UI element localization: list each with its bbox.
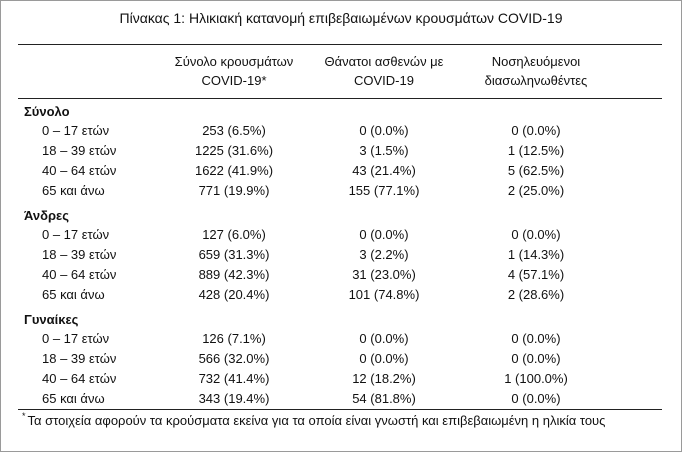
- table-row: 40 – 64 ετών 889 (42.3%) 31 (23.0%) 4 (5…: [0, 265, 682, 285]
- header-cases-line2: COVID-19*: [201, 73, 267, 88]
- hospitalized-cell: 1 (14.3%): [507, 247, 565, 262]
- age-cell: 65 και άνω: [42, 287, 105, 302]
- header-deaths-line2: COVID-19: [354, 73, 414, 88]
- cases-cell: 126 (7.1%): [202, 331, 266, 346]
- header-hospitalized-line1: Νοσηλευόμενοι: [491, 54, 581, 69]
- footnote-text: Τα στοιχεία αφορούν τα κρούσματα εκείνα …: [27, 413, 606, 428]
- hospitalized-cell: 5 (62.5%): [507, 163, 565, 178]
- cases-cell: 889 (42.3%): [198, 267, 270, 282]
- table-row: 18 – 39 ετών 566 (32.0%) 0 (0.0%) 0 (0.0…: [0, 349, 682, 369]
- hospitalized-cell: 2 (25.0%): [507, 183, 565, 198]
- cases-cell: 732 (41.4%): [198, 371, 270, 386]
- table-row: 18 – 39 ετών 659 (31.3%) 3 (2.2%) 1 (14.…: [0, 245, 682, 265]
- header-cases: Σύνολο κρουσμάτων COVID-19*: [170, 52, 298, 90]
- age-cell: 18 – 39 ετών: [42, 351, 117, 366]
- table-row: 65 και άνω 771 (19.9%) 155 (77.1%) 2 (25…: [0, 181, 682, 201]
- deaths-cell: 0 (0.0%): [359, 227, 409, 242]
- age-cell: 0 – 17 ετών: [42, 227, 110, 242]
- deaths-cell: 43 (21.4%): [352, 163, 416, 178]
- header-hospitalized-line2: διασωληνωθέντες: [484, 73, 588, 88]
- hospitalized-cell: 2 (28.6%): [507, 287, 565, 302]
- hospitalized-cell: 1 (12.5%): [507, 143, 565, 158]
- cases-cell: 428 (20.4%): [198, 287, 270, 302]
- table-row: 18 – 39 ετών 1225 (31.6%) 3 (1.5%) 1 (12…: [0, 141, 682, 161]
- top-rule: [18, 44, 662, 45]
- cases-cell: 659 (31.3%): [198, 247, 270, 262]
- header-deaths-line1: Θάνατοι ασθενών με: [324, 54, 444, 69]
- bottom-rule: [18, 409, 662, 410]
- table-row: 40 – 64 ετών 1622 (41.9%) 43 (21.4%) 5 (…: [0, 161, 682, 181]
- age-cell: 65 και άνω: [42, 391, 105, 406]
- cases-cell: 343 (19.4%): [198, 391, 270, 406]
- header-rule: [18, 98, 662, 99]
- age-cell: 0 – 17 ετών: [42, 123, 110, 138]
- table-row: 0 – 17 ετών 253 (6.5%) 0 (0.0%) 0 (0.0%): [0, 121, 682, 141]
- header-deaths: Θάνατοι ασθενών με COVID-19: [318, 52, 450, 90]
- table-row: 65 και άνω 428 (20.4%) 101 (74.8%) 2 (28…: [0, 285, 682, 305]
- age-cell: 40 – 64 ετών: [42, 267, 117, 282]
- age-cell: 40 – 64 ετών: [42, 371, 117, 386]
- section-title-total: Σύνολο: [24, 104, 70, 119]
- hospitalized-cell: 4 (57.1%): [507, 267, 565, 282]
- table-row: 0 – 17 ετών 127 (6.0%) 0 (0.0%) 0 (0.0%): [0, 225, 682, 245]
- deaths-cell: 31 (23.0%): [352, 267, 416, 282]
- deaths-cell: 12 (18.2%): [352, 371, 416, 386]
- section-title-women: Γυναίκες: [24, 312, 79, 327]
- section-title-men: Άνδρες: [24, 208, 69, 223]
- deaths-cell: 101 (74.8%): [348, 287, 420, 302]
- hospitalized-cell: 0 (0.0%): [511, 123, 561, 138]
- hospitalized-cell: 0 (0.0%): [511, 351, 561, 366]
- hospitalized-cell: 0 (0.0%): [511, 331, 561, 346]
- age-cell: 18 – 39 ετών: [42, 143, 117, 158]
- deaths-cell: 54 (81.8%): [352, 391, 416, 406]
- cases-cell: 253 (6.5%): [202, 123, 266, 138]
- deaths-cell: 3 (2.2%): [359, 247, 409, 262]
- hospitalized-cell: 0 (0.0%): [511, 391, 561, 406]
- deaths-cell: 0 (0.0%): [359, 331, 409, 346]
- header-hospitalized: Νοσηλευόμενοι διασωληνωθέντες: [470, 52, 602, 90]
- hospitalized-cell: 0 (0.0%): [511, 227, 561, 242]
- deaths-cell: 0 (0.0%): [359, 351, 409, 366]
- cases-cell: 566 (32.0%): [198, 351, 270, 366]
- footnote: * Τα στοιχεία αφορούν τα κρούσματα εκείνα…: [22, 411, 606, 428]
- header-cases-line1: Σύνολο κρουσμάτων: [174, 54, 294, 69]
- age-cell: 40 – 64 ετών: [42, 163, 117, 178]
- age-cell: 18 – 39 ετών: [42, 247, 117, 262]
- deaths-cell: 0 (0.0%): [359, 123, 409, 138]
- deaths-cell: 3 (1.5%): [359, 143, 409, 158]
- table-row: 0 – 17 ετών 126 (7.1%) 0 (0.0%) 0 (0.0%): [0, 329, 682, 349]
- footnote-marker: *: [22, 411, 26, 421]
- cases-cell: 127 (6.0%): [202, 227, 266, 242]
- cases-cell: 771 (19.9%): [198, 183, 270, 198]
- table-row: 40 – 64 ετών 732 (41.4%) 12 (18.2%) 1 (1…: [0, 369, 682, 389]
- cases-cell: 1622 (41.9%): [194, 163, 274, 178]
- table-row: 65 και άνω 343 (19.4%) 54 (81.8%) 0 (0.0…: [0, 389, 682, 409]
- table-title: Πίνακας 1: Ηλικιακή κατανομή επιβεβαιωμέ…: [119, 10, 563, 26]
- age-cell: 0 – 17 ετών: [42, 331, 110, 346]
- cases-cell: 1225 (31.6%): [194, 143, 274, 158]
- deaths-cell: 155 (77.1%): [348, 183, 420, 198]
- hospitalized-cell: 1 (100.0%): [504, 371, 568, 386]
- age-cell: 65 και άνω: [42, 183, 105, 198]
